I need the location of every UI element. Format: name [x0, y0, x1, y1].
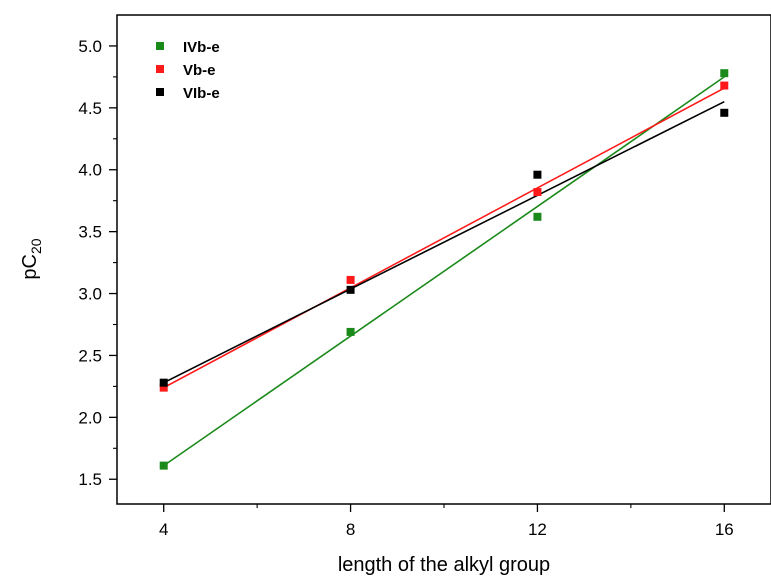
fit-line-VIb-e — [163, 100, 725, 384]
y-axis-title: pC20 — [19, 238, 44, 279]
legend-marker — [156, 88, 164, 96]
data-point-IVb-e — [159, 461, 168, 470]
data-point-Vb-e — [720, 81, 729, 90]
data-point-IVb-e — [533, 212, 542, 221]
data-points — [159, 69, 729, 470]
x-tick-label: 8 — [346, 520, 355, 539]
y-tick-label: 3.0 — [78, 285, 102, 304]
y-tick-label: 4.5 — [78, 99, 102, 118]
fit-line-IVb-e — [163, 76, 725, 467]
y-axis-title-sub: 20 — [28, 238, 44, 254]
y-axis-title-main: pC — [19, 254, 41, 280]
fit-lines — [163, 76, 725, 467]
data-point-IVb-e — [720, 69, 729, 78]
x-axis-title: length of the alkyl group — [338, 554, 550, 576]
y-tick-label: 2.0 — [78, 408, 102, 427]
data-point-VIb-e — [720, 108, 729, 117]
legend-label: VIb-e — [183, 85, 220, 102]
y-tick-label: 4.0 — [78, 161, 102, 180]
data-point-VIb-e — [346, 285, 355, 294]
x-tick-label: 12 — [528, 520, 547, 539]
legend-label: IVb-e — [183, 39, 220, 56]
x-tick-label: 16 — [715, 520, 734, 539]
y-tick-label: 1.5 — [78, 470, 102, 489]
legend-label: Vb-e — [183, 62, 216, 79]
axis-ticks: 4 8 12 16 1.5 2.0 2.5 3.0 3.5 4.0 4.5 5.0 — [78, 37, 733, 539]
y-tick-label: 2.5 — [78, 346, 102, 365]
legend: IVb-e Vb-e VIb-e — [156, 39, 220, 102]
data-point-Vb-e — [533, 188, 542, 197]
data-point-VIb-e — [159, 378, 168, 387]
legend-marker — [156, 42, 164, 50]
data-point-Vb-e — [346, 275, 355, 284]
y-tick-label: 5.0 — [78, 37, 102, 56]
x-tick-label: 4 — [159, 520, 168, 539]
fit-line-Vb-e — [163, 87, 725, 389]
legend-marker — [156, 65, 164, 73]
data-point-IVb-e — [346, 327, 355, 336]
data-point-Vb-e — [159, 383, 168, 392]
y-tick-label: 3.5 — [78, 223, 102, 242]
data-point-VIb-e — [533, 170, 542, 179]
